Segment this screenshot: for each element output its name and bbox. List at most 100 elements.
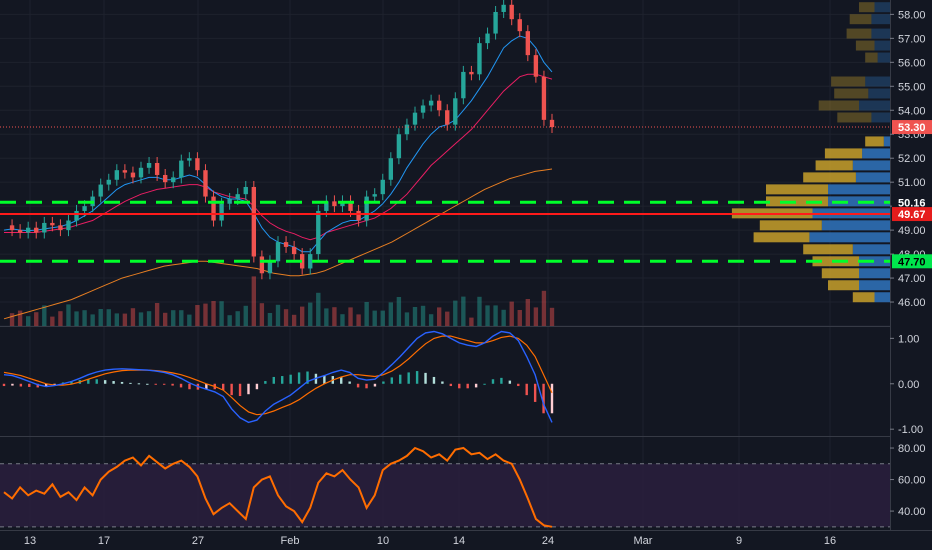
macd-histogram-bar [449,383,453,387]
volume-profile-bar-down [883,136,890,147]
candle-body [243,186,248,195]
macd-histogram-bar [11,383,14,386]
candle-body [316,210,321,255]
volume-bar [340,314,345,326]
candle-body [146,163,152,168]
volume-bar [187,314,192,326]
price-axis-labels: 58.0057.0056.0055.0054.0053.0052.0051.00… [890,9,932,518]
macd-histogram-bar [432,376,436,384]
macd-histogram-bar [525,383,528,396]
volume-bar [50,316,55,326]
volume-bar [243,305,248,326]
time-tick-label: 24 [542,535,554,547]
last-price-tag: 53.30 [898,122,926,134]
horizontal-levels[interactable] [0,126,890,263]
volume-bar [179,310,184,326]
volume-bar [267,313,273,326]
macd-histogram-bar [188,383,191,390]
candle-body [445,110,450,125]
candle-body [517,19,522,32]
volume-profile-bar-up [855,40,875,51]
price-tick-label: 57.00 [898,33,926,45]
volume-profile-bar-down [874,2,890,13]
volume-profile-bar-up [834,88,869,99]
volume-bar [509,301,514,326]
volume-bar [235,311,240,326]
price-pane[interactable] [0,0,890,530]
volume-bar [549,307,555,326]
rsi-pane[interactable] [0,446,890,528]
macd-line [3,330,553,424]
volume-bar [82,310,87,326]
macd-histogram-bar [28,383,31,387]
time-tick-label: 27 [192,535,204,547]
volume-profile-bar-up [766,196,828,207]
volume-bar [308,302,313,326]
volume-profile-bar-up [753,232,810,243]
time-tick-label: 10 [377,535,389,547]
candle-body [275,242,281,262]
candle-body [227,198,232,204]
volume-profile-bar-up [766,184,828,195]
macd-histogram-bar [281,376,284,384]
candle-body [9,225,15,231]
last-price-tag-bg [892,120,932,135]
macd-histogram-bar [44,383,48,387]
level-tag: 47.70 [898,256,926,268]
macd-histogram-bar [70,381,73,384]
moving-average-long [3,168,553,320]
macd-histogram-bar [154,383,157,385]
volume-profile-bar-down [871,28,890,39]
level-tag: 49.67 [898,209,926,221]
macd-histogram-bar [458,383,461,389]
candle-body [17,230,23,233]
macd-histogram-bar [2,383,6,387]
level-tag-bg [892,207,932,222]
macd-pane[interactable] [2,330,554,424]
candle-body [477,43,482,75]
volume-profile-bar-down [852,244,890,255]
candle-body [332,201,337,207]
macd-histogram-bar [491,379,495,384]
macd-histogram-bar [306,371,309,384]
volume-bar [477,296,482,326]
candle-body [259,256,265,274]
candle-body [283,242,289,247]
time-axis[interactable] [0,530,932,550]
volume-profile-bar-up [865,136,884,147]
ma-long-line [3,168,553,320]
macd-histogram-bar [112,381,115,384]
candle-body [138,167,144,178]
candle-body [388,158,394,180]
candle-body [308,254,313,269]
macd-histogram-bar [500,377,503,384]
volume-bar [90,314,95,326]
macd-histogram-bar [95,379,98,384]
macd-histogram-bar [146,383,149,385]
volume-profile-bar-up [803,172,856,183]
volume-profile-bar-up [859,2,875,13]
rsi-line [3,446,553,528]
candle-body [34,227,39,233]
volume-profile-bar-up [865,52,878,63]
macd-histogram-bar [542,383,545,414]
volume-profile-bar-up [818,100,859,111]
price-tick-label: 54.00 [898,105,926,117]
volume-bar [275,304,281,326]
macd-tick-label: 0.00 [898,379,919,391]
macd-histogram-bar [424,372,427,384]
volume-bar [58,311,63,326]
time-tick-label: 17 [98,535,110,547]
volume-profile-bar-down [871,112,890,123]
volume-bar [195,305,200,326]
price-tick-label: 49.00 [898,225,926,237]
macd-histogram-bar [415,371,419,384]
candle-body [485,33,490,44]
volume-bar [66,304,71,326]
macd-histogram-bar [348,381,351,384]
volume-profile-bar-down [852,160,890,171]
volume-bar [146,311,152,326]
candle-body [114,170,120,180]
volume-bar [436,307,442,326]
